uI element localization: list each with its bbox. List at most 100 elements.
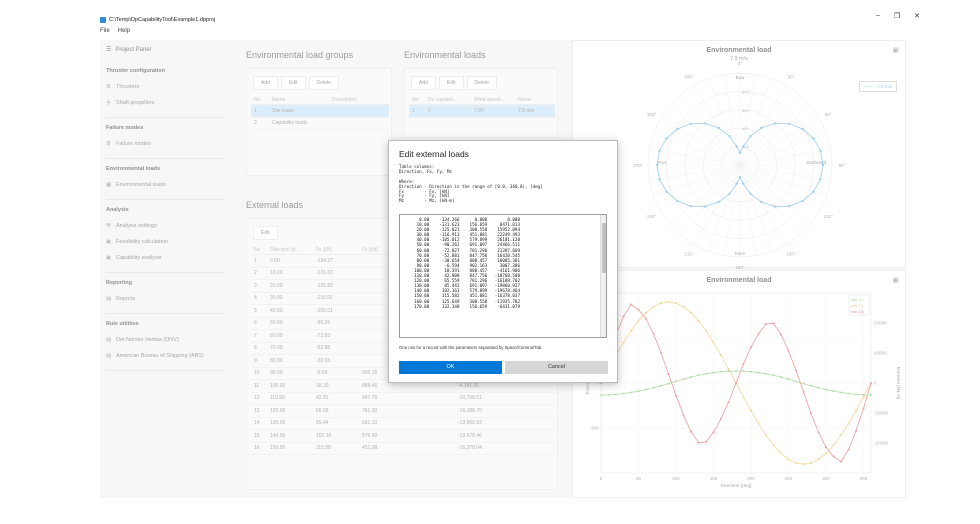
table-row[interactable]: 15 140.00 102.16 579.90 -19,678.46 [251, 430, 555, 443]
data-point [667, 300, 670, 303]
hamburger-icon[interactable]: ☰ [106, 47, 112, 53]
table-cell: -125.82 [316, 282, 333, 289]
sidebar-item[interactable]: ⚙ Failure modes [106, 141, 151, 147]
data-point [637, 308, 640, 311]
polar-spoke [739, 164, 787, 245]
table-cell: 60.00 [270, 332, 283, 339]
column-header[interactable]: No [254, 246, 261, 253]
sidebar-item-label: American Bureau of Shipping (ABS) [116, 353, 204, 359]
polar-point [760, 126, 763, 130]
polar-spoke [660, 164, 741, 212]
external-loads-text[interactable]: 0.00 -134.266 0.000 0.000 10.00 -131.623… [414, 217, 520, 309]
column-header[interactable]: No [254, 96, 261, 103]
table-row[interactable]: 2 Capability loads [251, 118, 389, 130]
polar-point [689, 122, 693, 125]
sidebar-item[interactable]: ◉ Feasibility calculation [106, 239, 168, 245]
table-cell: 30.00 [270, 295, 283, 302]
table-row[interactable]: 11 100.00 18.39 888.46 -4,161.91 [251, 380, 555, 393]
data-point [660, 302, 662, 305]
table-row[interactable]: 1 0 7.90 7.9 m/s [409, 105, 555, 118]
save-chart-icon[interactable]: ▣ [892, 47, 899, 54]
sidebar-item-label: Shaft propellers [116, 100, 155, 106]
table-cell: 110.00 [270, 395, 285, 402]
ext-loads-edit-button[interactable]: Edit [253, 226, 278, 240]
sidebar-item[interactable]: ⚙ Thrusters [106, 84, 139, 90]
env-groups-add-button[interactable]: Add [253, 76, 278, 90]
env-loads-edit-button[interactable]: Edit [438, 76, 464, 90]
sidebar-item[interactable]: ▦ Environmental loads [106, 182, 166, 188]
table-row[interactable]: 16 150.00 115.58 451.08 -16,378.04 [251, 443, 555, 455]
section-title: Reporting [106, 280, 132, 286]
env-loads-delete-button[interactable]: Delete [466, 76, 497, 90]
env-groups-delete-button[interactable]: Delete [308, 76, 339, 90]
column-header[interactable]: Direction [d... [270, 246, 300, 253]
table-cell: 7.9 m/s [518, 107, 535, 114]
polar-point [676, 127, 679, 131]
polar-chart: 0° 30° 60° 90° 120° 150° 180° 210° 240° 270° 300° 3… [633, 61, 845, 269]
polar-point [738, 151, 742, 154]
data-point [682, 414, 685, 417]
sidebar-item[interactable]: ⚒ Analysis settings [106, 223, 157, 229]
polar-point [717, 200, 720, 204]
sidebar-item[interactable]: ◉ Capability analysis [106, 255, 161, 261]
textarea-scrollbar[interactable] [600, 215, 606, 337]
column-header[interactable]: Wind speed... [474, 96, 505, 103]
data-point [690, 311, 692, 314]
polar-point [658, 177, 661, 181]
menu-file[interactable]: File [100, 28, 110, 34]
ok-button[interactable]: OK [399, 361, 502, 374]
column-header[interactable]: Name [518, 96, 532, 103]
env-loads-add-button[interactable]: Add [411, 76, 436, 90]
table-row[interactable]: 1 Site loads [251, 105, 389, 118]
scrollbar-thumb[interactable] [602, 223, 606, 273]
column-header[interactable]: Dir capabili... [428, 96, 457, 103]
project-panel-header[interactable]: ☰ Project Panel [106, 46, 151, 54]
column-header[interactable]: Description [332, 96, 358, 103]
polar-point [787, 122, 791, 125]
polar-point [738, 176, 742, 179]
table-row[interactable]: 13 120.00 65.56 781.30 -16,188.70 [251, 405, 555, 418]
table-row[interactable]: 14 130.00 85.44 691.10 -19,860.93 [251, 418, 555, 430]
column-header[interactable]: Name [272, 96, 286, 103]
column-header[interactable]: Fy [kN] [362, 246, 378, 253]
table-row[interactable]: 12 110.00 42.91 847.76 -10,768.51 [251, 393, 555, 405]
sidebar-item[interactable]: ╪ Shaft propellers [106, 100, 155, 106]
polar-ring-label: 800 [742, 89, 749, 94]
window-controls: – ❐ ✕ [876, 12, 920, 20]
data-point [675, 302, 677, 305]
column-header[interactable]: No [412, 96, 419, 103]
table-cell: 4 [254, 295, 257, 302]
env-groups-edit-button[interactable]: Edit [280, 76, 306, 90]
data-point [772, 322, 775, 325]
section-title: Environmental loads [106, 166, 161, 172]
data-point [720, 354, 722, 357]
sidebar-item[interactable]: ▤ Det Norske Veritas (DNV) [106, 337, 179, 343]
sidebar-item[interactable]: ▤ Reports [106, 296, 135, 302]
maximize-button[interactable]: ❐ [893, 13, 901, 20]
close-button[interactable]: ✕ [914, 13, 920, 20]
data-point [795, 380, 797, 383]
sidebar-item[interactable]: ▤ American Bureau of Shipping (ABS) [106, 353, 204, 359]
menu-help[interactable]: Help [117, 28, 131, 34]
menu-bar: File Help [100, 28, 130, 34]
data-point [825, 388, 827, 391]
save-chart-icon[interactable]: ▣ [892, 277, 899, 284]
table-cell: 7 [254, 332, 257, 339]
cancel-button[interactable]: Cancel [505, 361, 608, 374]
polar-spoke [739, 164, 820, 212]
y-left-tick-label: -500 [590, 426, 600, 431]
column-header[interactable]: Fx [kN] [316, 246, 332, 253]
data-point [735, 382, 737, 384]
external-loads-textarea[interactable]: 0.00 -134.266 0.000 0.000 10.00 -131.623… [399, 214, 607, 338]
minimize-button[interactable]: – [875, 12, 880, 19]
section-title: Analysis [106, 207, 129, 213]
data-point [780, 376, 782, 379]
data-point [757, 422, 760, 425]
data-point [690, 376, 692, 379]
polar-ring-label: 600 [742, 108, 749, 113]
table-cell: -52.88 [316, 345, 331, 352]
sidebar-item-label: Failure modes [116, 141, 151, 147]
polar-spoke [739, 78, 772, 166]
data-point [832, 444, 835, 447]
calc-icon: ◉ [106, 239, 111, 245]
